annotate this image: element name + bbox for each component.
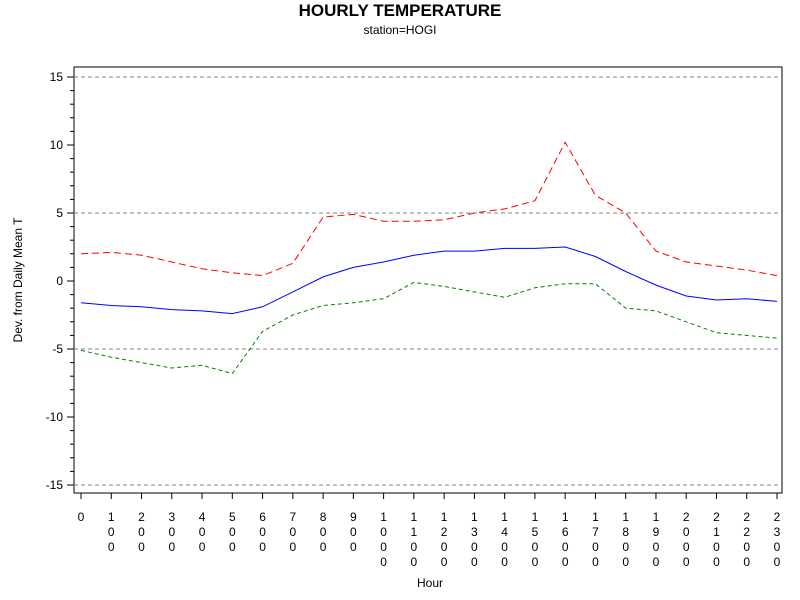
- series-line-0: [80, 141, 778, 277]
- series-line-2: [80, 281, 778, 375]
- y-tick-label: 10: [50, 138, 64, 152]
- series-group: [80, 141, 778, 375]
- reference-lines: [74, 76, 782, 486]
- y-tick-label: 0: [56, 274, 63, 288]
- y-tick-label: -10: [46, 410, 64, 424]
- y-axis: -15 -10 -5 0 5 10 15: [46, 70, 74, 492]
- chart-subtitle: station=HOGI: [363, 23, 437, 37]
- x-axis: 0 1 0 0 2 0 0 3 0 0 4 0 0 5 0 0 6 0 0 7 0 0 8 0 0 9 0 0 1 0 0 0 1 1 0 0 1 2 0 0…: [78, 493, 781, 569]
- plot-frame: [73, 66, 783, 494]
- chart-title: HOURLY TEMPERATURE: [298, 1, 502, 20]
- x-tick-label: 0: [78, 510, 85, 524]
- x-axis-title: Hour: [417, 576, 443, 590]
- series-line-1: [80, 246, 778, 315]
- y-tick-label: 15: [50, 70, 64, 84]
- y-tick-label: 5: [56, 206, 63, 220]
- y-tick-label: -5: [52, 342, 63, 356]
- y-axis-title: Dev. from Daily Mean T: [11, 217, 25, 343]
- y-tick-label: -15: [46, 478, 64, 492]
